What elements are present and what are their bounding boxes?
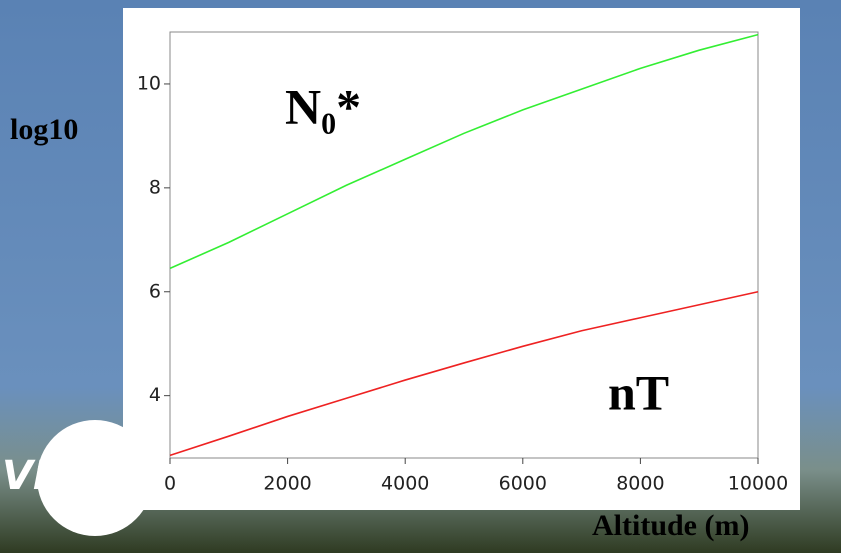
x-tick-label: 6000 — [499, 473, 547, 495]
y-tick-label: 8 — [149, 176, 161, 198]
y-tick-label: 10 — [137, 72, 161, 94]
slide: VIME log10 Altitude (m) 4 6 8 10 0 2000 4000 60… — [0, 0, 841, 553]
y-axis-label: log10 — [10, 113, 78, 146]
y-tick-label: 4 — [149, 384, 161, 406]
x-tick-label: 0 — [164, 473, 176, 495]
x-tick-label: 4000 — [381, 473, 429, 495]
x-axis-label: Altitude (m) — [592, 509, 749, 542]
plot-panel — [123, 8, 800, 510]
logo: VIME — [2, 453, 115, 499]
chart: VIME log10 Altitude (m) 4 6 8 10 0 2000 4000 60… — [0, 0, 841, 553]
series-label: N₀* — [285, 78, 361, 134]
x-tick-label: 2000 — [263, 473, 311, 495]
x-tick-label: 10000 — [728, 473, 788, 495]
y-tick-label: 6 — [149, 280, 161, 302]
series-label: nT — [608, 364, 669, 420]
x-tick-label: 8000 — [616, 473, 664, 495]
